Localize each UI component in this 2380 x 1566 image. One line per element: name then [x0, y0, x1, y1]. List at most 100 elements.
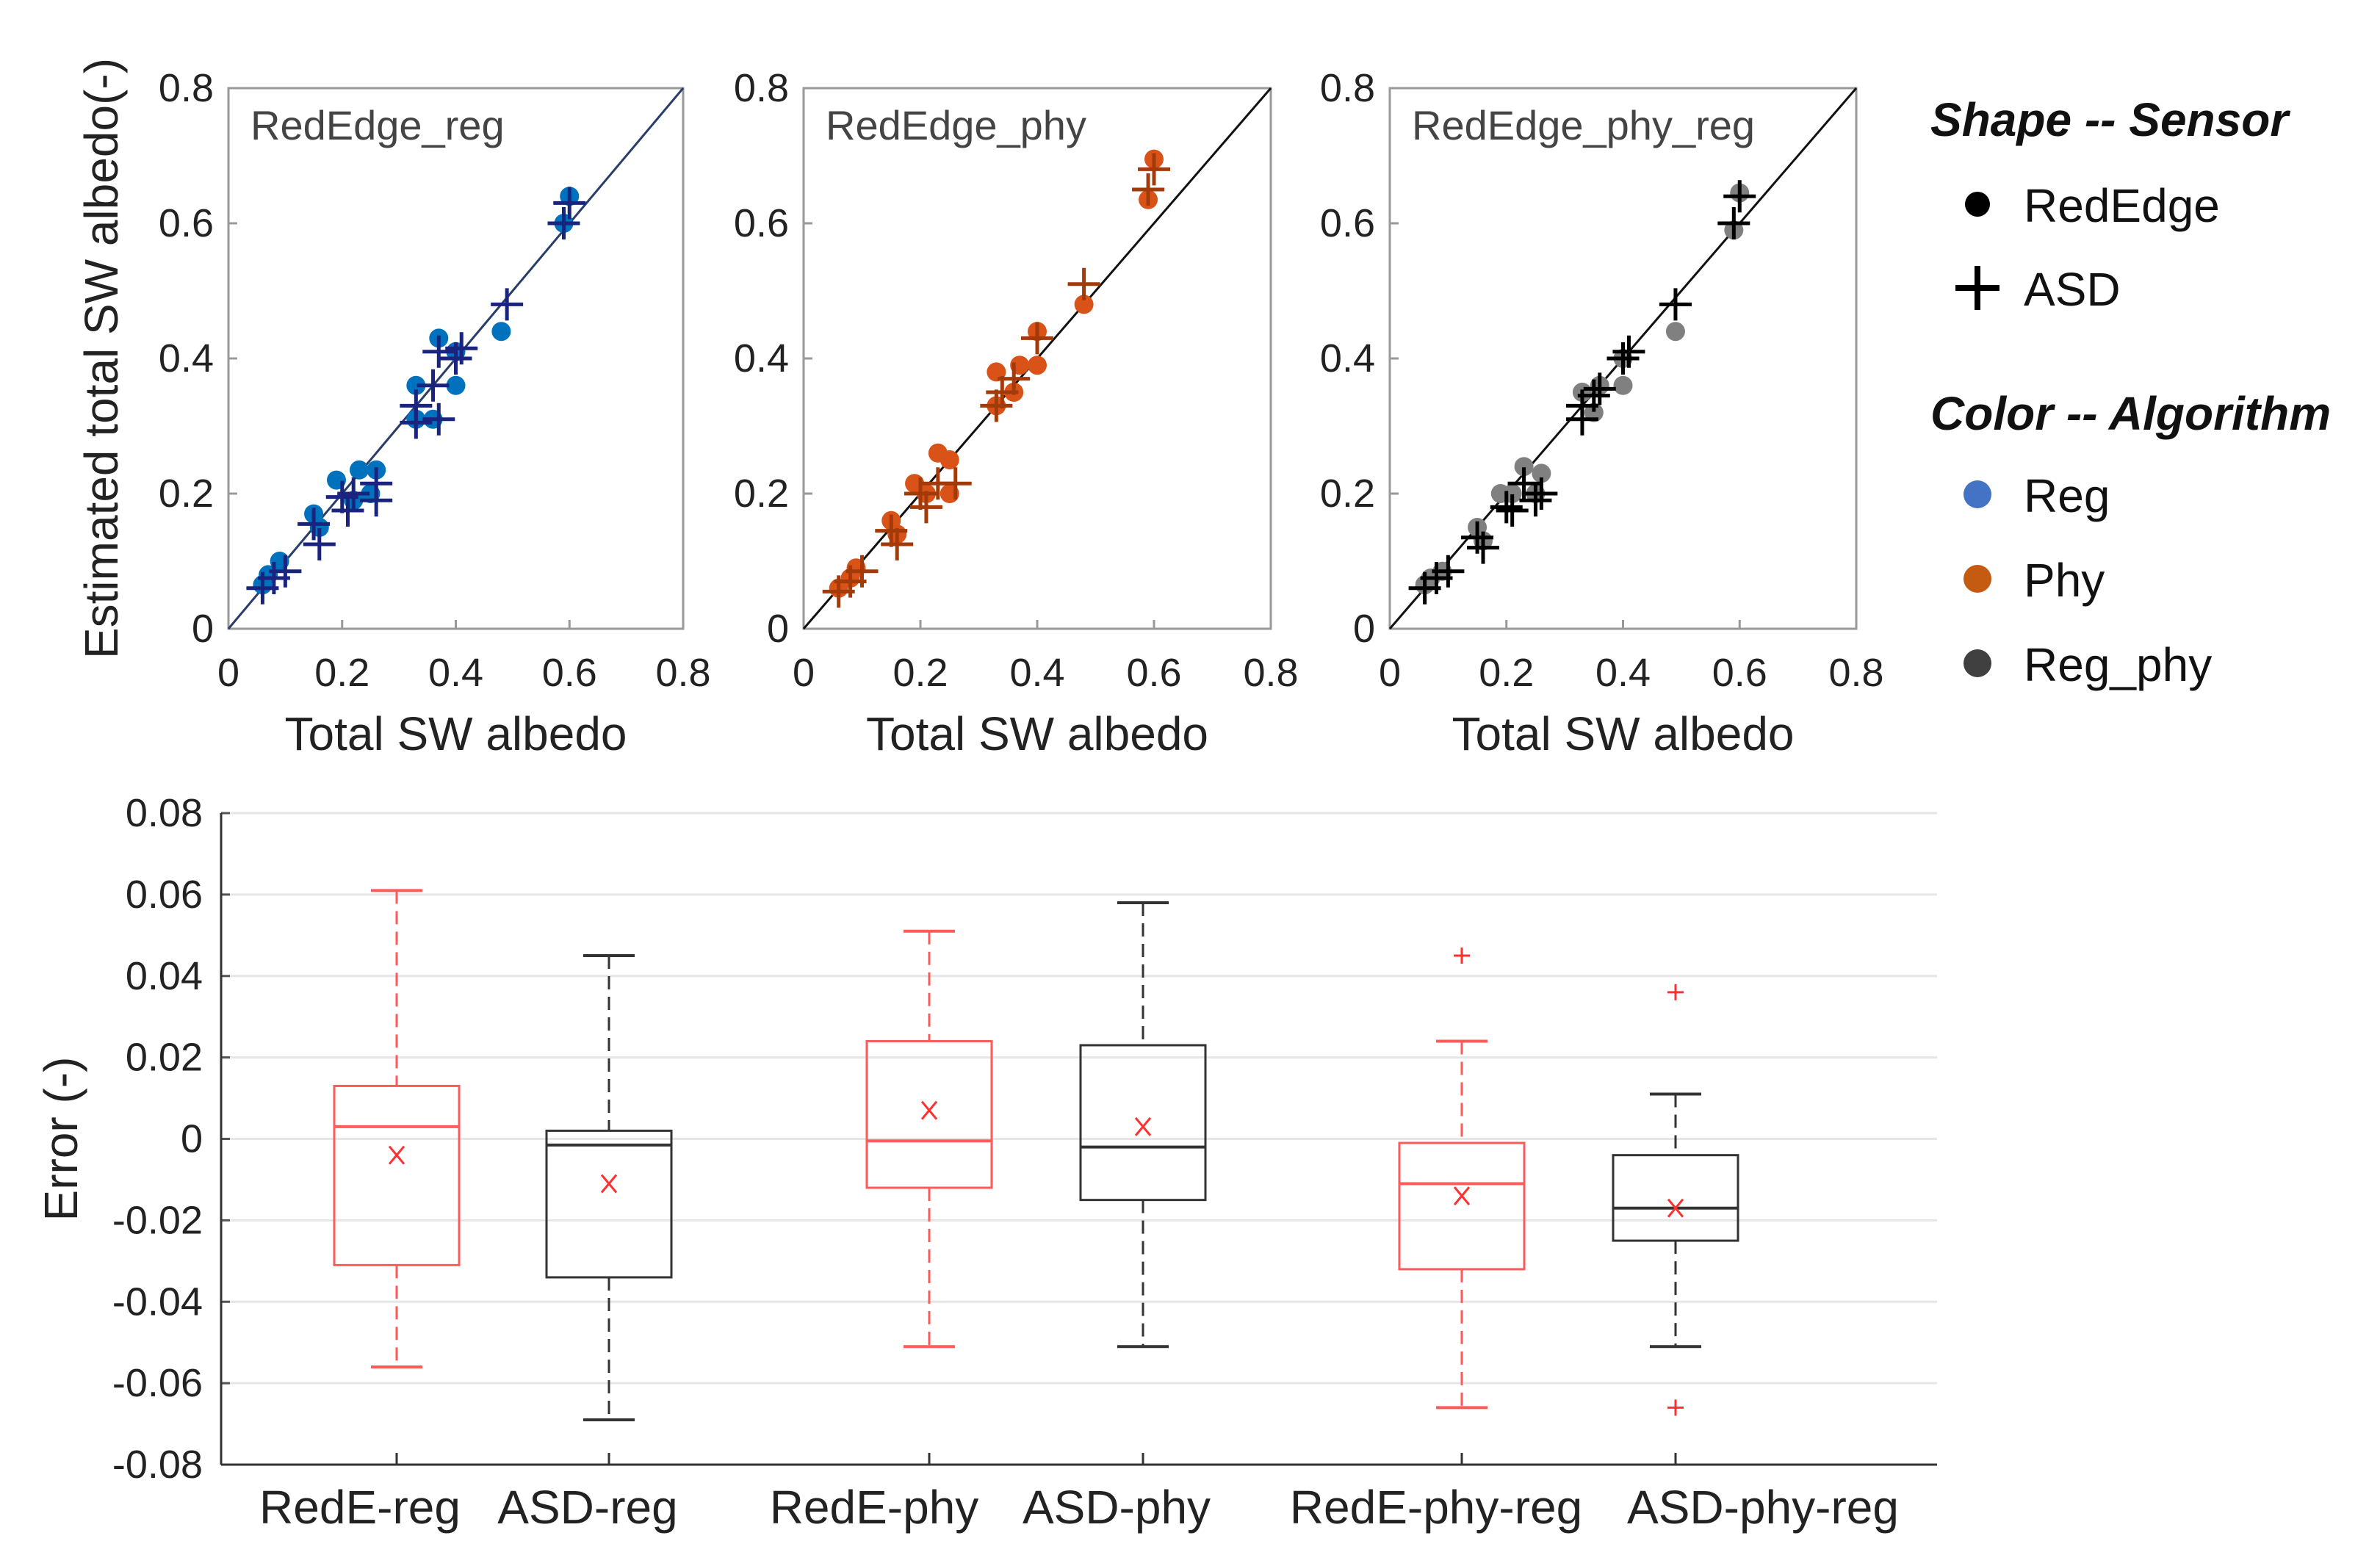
box-RedE-reg	[333, 889, 461, 1465]
data-point-asd	[1021, 322, 1053, 355]
box-ASD-reg	[545, 954, 673, 1465]
scatter-panels: 0 0.2 0.4 0.6 0.8 0 0.2 0.4 0.6 0.8 RedEdge_reg Tot…	[75, 58, 1884, 760]
data-point-asd	[845, 555, 879, 588]
x-tick-label: 0.4	[1009, 651, 1064, 695]
data-point-asd	[1565, 403, 1598, 436]
y-tick-label: 0.08	[126, 791, 203, 835]
legend: Shape -- Sensor RedEdge ASD Color -- Alg…	[1930, 93, 2331, 691]
x-tick-label: 0.4	[1595, 651, 1651, 695]
data-point-asd	[337, 477, 370, 510]
data-point-asd	[1138, 153, 1170, 186]
y-tick-label: 0.4	[734, 336, 789, 380]
box-iqr	[865, 1039, 993, 1189]
box-iqr	[333, 1084, 461, 1266]
y-tick-label: 0.4	[1320, 336, 1375, 380]
legend-cross-marker	[1955, 266, 1999, 310]
y-tick-label: 0.6	[734, 201, 789, 245]
data-point-asd	[422, 335, 455, 368]
x-axis-label: Total SW albedo	[1452, 707, 1794, 760]
data-point-asd	[1583, 372, 1616, 405]
data-point-rededge	[349, 460, 369, 480]
box-ASD-phy	[1079, 901, 1207, 1465]
data-point-asd	[909, 491, 942, 524]
x-tick-label: 0.2	[314, 651, 369, 695]
data-point-rededge	[1613, 375, 1633, 395]
box-iqr	[1398, 1141, 1526, 1271]
y-tick-label: 0.8	[1320, 66, 1375, 110]
panel-title: RedEdge_reg	[250, 102, 505, 148]
data-point-rededge	[406, 375, 426, 395]
panel-title: RedEdge_phy	[826, 102, 1086, 148]
data-point-asd	[331, 494, 364, 527]
data-point-asd	[1507, 467, 1540, 500]
data-point-asd	[1612, 335, 1645, 368]
data-point-asd	[445, 332, 478, 365]
data-point-asd	[269, 555, 302, 588]
x-tick-label: RedE-phy	[770, 1481, 979, 1534]
mean-marker	[1453, 1186, 1471, 1206]
data-point-rededge	[446, 375, 466, 395]
data-point-asd	[1432, 555, 1465, 588]
data-point-asd	[1606, 342, 1640, 375]
outlier-marker	[1667, 1399, 1684, 1416]
y-tick-label: 0	[181, 1117, 203, 1161]
data-point-asd	[1525, 477, 1558, 510]
legend-item-rededge: RedEdge	[2024, 179, 2220, 232]
legend-circle-marker	[1965, 192, 1990, 217]
y-tick-label: 0.2	[159, 472, 214, 516]
data-point-rededge	[491, 322, 511, 342]
data-point-rededge	[1532, 463, 1551, 483]
legend-item-asd: ASD	[2024, 263, 2121, 316]
y-tick-label: 0	[767, 607, 789, 651]
y-tick-label: 0.06	[126, 873, 203, 917]
y-tick-label: 0.2	[734, 472, 789, 516]
data-point-asd	[303, 528, 336, 560]
data-point-asd	[939, 467, 972, 500]
x-tick-label: 0.4	[428, 651, 483, 695]
x-tick-label: 0.6	[1712, 651, 1767, 695]
error-boxplot: -0.08 -0.06 -0.04 -0.02 0 0.02 0.04 0.06 0.08 Err…	[35, 791, 1937, 1534]
y-tick-label: 0.8	[159, 66, 214, 110]
data-point-asd	[1467, 531, 1499, 564]
x-tick-label: 0.8	[1243, 651, 1298, 695]
data-point-rededge	[1028, 356, 1047, 375]
box-RedE-phy-reg	[1398, 948, 1526, 1465]
data-point-asd	[400, 406, 433, 439]
data-point-asd	[875, 514, 908, 547]
data-point-asd	[1496, 494, 1529, 527]
y-axis-label: Estimated total SW albedo(-)	[75, 58, 128, 659]
data-point-rededge	[1074, 295, 1094, 314]
outlier-marker	[1454, 948, 1470, 964]
x-tick-label: ASD-reg	[497, 1481, 677, 1534]
y-tick-label: -0.06	[112, 1361, 203, 1405]
box-ASD-phy-reg	[1612, 984, 1739, 1465]
y-tick-label: -0.08	[112, 1443, 203, 1487]
data-point-asd	[1723, 180, 1756, 213]
box-iqr	[1612, 1154, 1739, 1242]
y-tick-label: 0.2	[1320, 472, 1375, 516]
outlier-marker	[1667, 984, 1684, 1000]
x-axis-label: Total SW albedo	[284, 707, 627, 760]
y-tick-label: 0	[192, 607, 214, 651]
data-point-asd	[416, 369, 450, 402]
x-tick-label: 0	[793, 651, 815, 695]
x-tick-label: ASD-phy-reg	[1627, 1481, 1899, 1534]
mean-marker	[920, 1100, 938, 1120]
data-point-rededge	[1584, 403, 1604, 422]
y-tick-label: 0.6	[1320, 201, 1375, 245]
data-point-asd	[491, 288, 524, 321]
x-tick-label: 0.2	[1479, 651, 1534, 695]
x-tick-label: 0.8	[655, 651, 710, 695]
scatter-panel-1: 0 0.2 0.4 0.6 0.8 0 0.2 0.4 0.6 0.8 RedEdge_reg Tot…	[75, 58, 711, 760]
legend-reg-swatch	[1964, 480, 1991, 508]
x-tick-label: 0.8	[1828, 651, 1883, 695]
legend-item-regphy: Reg_phy	[2024, 638, 2212, 691]
y-tick-label: 0.02	[126, 1036, 203, 1080]
mean-marker	[600, 1174, 618, 1194]
x-tick-label: RedE-phy-reg	[1290, 1481, 1582, 1534]
x-tick-label: 0	[1379, 651, 1401, 695]
y-tick-label: -0.04	[112, 1280, 203, 1324]
x-tick-label: RedE-reg	[259, 1481, 461, 1534]
mean-marker	[1667, 1198, 1684, 1218]
